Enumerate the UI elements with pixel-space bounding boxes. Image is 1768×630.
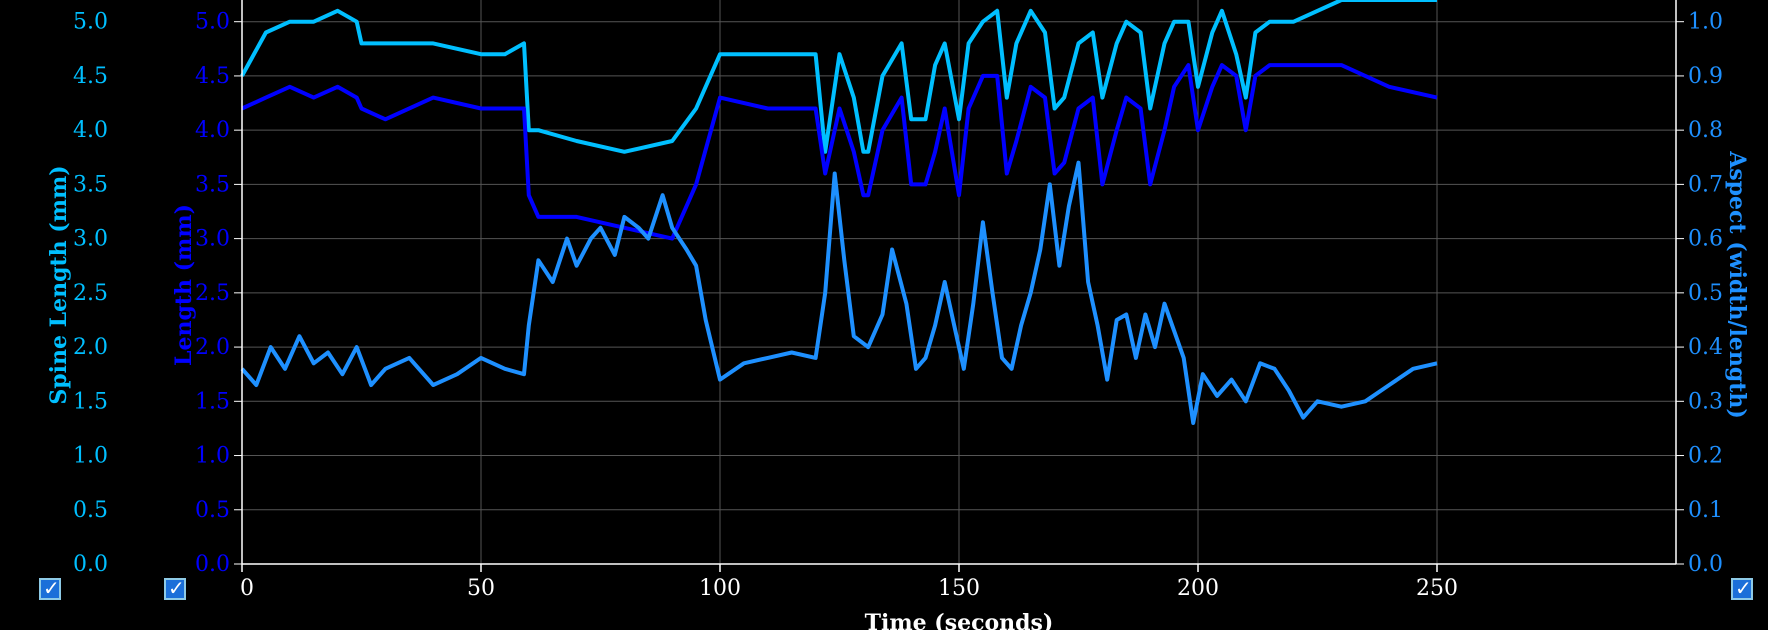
y-tick-label-aspect-2: 0.2 — [1688, 444, 1723, 469]
y-tick-label-spine-6: 3.0 — [73, 227, 108, 252]
y-tick-label-aspect-4: 0.4 — [1688, 335, 1723, 360]
y-tick-label-spine-1: 0.5 — [73, 498, 108, 523]
series-line-length — [241, 63, 1438, 241]
y-tick-label-length-6: 3.0 — [195, 227, 230, 252]
x-tick-label-4: 200 — [1177, 576, 1219, 601]
y-tick-label-spine-7: 3.5 — [73, 172, 108, 197]
grid — [241, 0, 1676, 565]
y-tick-label-spine-5: 2.5 — [73, 281, 108, 306]
y-tick-label-length-4: 2.0 — [195, 335, 230, 360]
y-tick-label-length-9: 4.5 — [195, 64, 230, 89]
y-tick-label-spine-2: 1.0 — [73, 444, 108, 469]
toggle-aspect-checkbox[interactable] — [1731, 576, 1753, 600]
y-tick-label-aspect-9: 0.9 — [1688, 64, 1723, 89]
y-tick-label-aspect-10: 1.0 — [1688, 10, 1723, 35]
y-tick-label-length-7: 3.5 — [195, 172, 230, 197]
axes: 0 50 100 150 200 250 0.0 0.5 1.0 1.5 2.0 2.5 3.0 3.5 4… — [73, 0, 1723, 601]
y-tick-label-aspect-7: 0.7 — [1688, 172, 1723, 197]
y-tick-label-spine-0: 0.0 — [73, 552, 108, 577]
y-tick-label-spine-10: 5.0 — [73, 10, 108, 35]
y-tick-label-length-0: 0.0 — [195, 552, 230, 577]
y-tick-label-length-2: 1.0 — [195, 444, 230, 469]
y-axis-title-length: Length (mm) — [171, 204, 197, 366]
x-tick-label-3: 150 — [938, 576, 980, 601]
series-line-aspect — [240, 160, 1438, 425]
y-tick-label-aspect-0: 0.0 — [1688, 552, 1723, 577]
y-tick-label-aspect-6: 0.6 — [1688, 227, 1723, 252]
toggle-spine-checkbox[interactable] — [39, 576, 61, 600]
y-tick-label-spine-3: 1.5 — [73, 389, 108, 414]
y-tick-label-length-3: 1.5 — [195, 389, 230, 414]
x-tick-label-5: 250 — [1416, 576, 1458, 601]
y-tick-label-length-8: 4.0 — [195, 118, 230, 143]
y-tick-label-spine-4: 2.0 — [73, 335, 108, 360]
y-tick-label-aspect-5: 0.5 — [1688, 281, 1723, 306]
y-tick-label-aspect-1: 0.1 — [1688, 498, 1723, 523]
y-tick-label-length-5: 2.5 — [195, 281, 230, 306]
y-tick-label-length-1: 0.5 — [195, 498, 230, 523]
y-tick-label-aspect-3: 0.3 — [1688, 389, 1723, 414]
toggle-length-checkbox[interactable] — [164, 576, 186, 600]
y-axis-title-spine: Spine Length (mm) — [46, 165, 72, 404]
y-tick-label-aspect-8: 0.8 — [1688, 118, 1723, 143]
y-tick-label-spine-9: 4.5 — [73, 64, 108, 89]
series-layer — [240, 0, 1438, 425]
y-axis-title-aspect: Aspect (width/length) — [1724, 150, 1750, 419]
x-axis-title: Time (seconds) — [865, 610, 1054, 630]
x-tick-label-2: 100 — [699, 576, 741, 601]
y-tick-label-spine-8: 4.0 — [73, 118, 108, 143]
x-tick-label-1: 50 — [467, 576, 495, 601]
y-tick-label-length-10: 5.0 — [195, 10, 230, 35]
x-tick-label-0: 0 — [240, 576, 254, 601]
series-line-spine — [240, 0, 1437, 154]
